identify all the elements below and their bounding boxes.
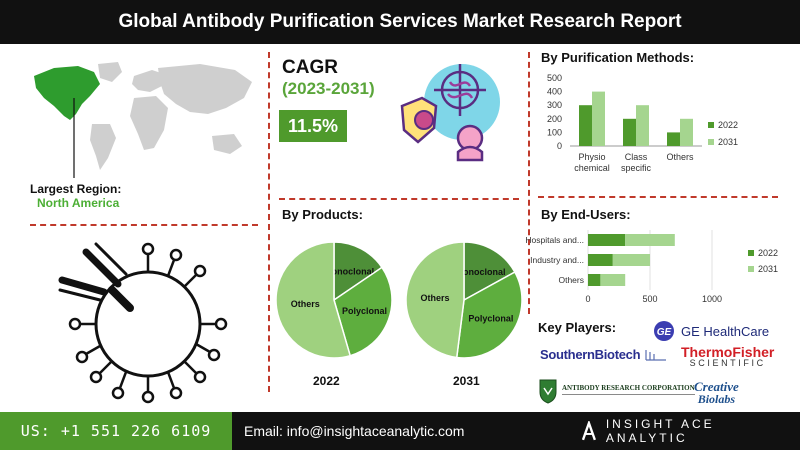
- methods-ytick: 400: [547, 87, 562, 97]
- immune-illustration-icon: [400, 64, 500, 162]
- methods-xtick: Class: [625, 152, 648, 162]
- methods-legend-swatch: [708, 122, 714, 128]
- endusers-xtick: 1000: [702, 294, 722, 304]
- divider-middle: [279, 198, 519, 200]
- footer-email[interactable]: Email: info@insightaceanalytic.com: [232, 412, 570, 450]
- methods-legend-swatch: [708, 139, 714, 145]
- pie-slice: [463, 241, 516, 302]
- endusers-bar: [625, 234, 675, 246]
- endusers-legend-swatch: [748, 250, 754, 256]
- ge-healthcare-logo: GE GE HealthCare: [653, 320, 769, 342]
- methods-bar: [680, 118, 693, 146]
- endusers-bar: [588, 234, 626, 246]
- divider-left-col: [30, 224, 258, 226]
- products-title: By Products:: [282, 207, 363, 222]
- pie-slice: [333, 241, 384, 302]
- a-letter-icon: [582, 421, 596, 441]
- key-players-title: Key Players:: [538, 320, 617, 335]
- divider-right-col: [538, 196, 778, 198]
- endusers-title: By End-Users:: [541, 207, 631, 222]
- pie-slice-label: Monoclonal: [324, 266, 374, 276]
- methods-xtick: specific: [621, 163, 652, 173]
- divider-right: [528, 52, 530, 314]
- methods-bar: [667, 132, 680, 146]
- cagr-value: 11.5%: [279, 110, 347, 142]
- methods-legend-label: 2031: [718, 137, 738, 147]
- methods-legend-label: 2022: [718, 120, 738, 130]
- footer-brand-text: INSIGHT ACE ANALYTIC: [605, 417, 715, 445]
- southernbiotech-mark-icon: [645, 349, 667, 361]
- methods-xtick: chemical: [574, 163, 610, 173]
- pie-slice: [455, 271, 523, 359]
- pie-year-2031: 2031: [453, 374, 480, 388]
- cagr-period: (2023-2031): [282, 79, 375, 98]
- thermofisher-scientific-text: SCIENTIFIC: [689, 358, 766, 368]
- endusers-ytick: Hospitals and...: [526, 235, 584, 245]
- methods-bar: [579, 105, 592, 146]
- methods-title: By Purification Methods:: [541, 50, 695, 65]
- largest-region-label: Largest Region:: [30, 182, 122, 196]
- pie-slice: [405, 241, 465, 359]
- abrc-text: ANTIBODY RESEARCH CORPORATION: [562, 384, 695, 392]
- endusers-bar: [600, 274, 626, 286]
- methods-ytick: 500: [547, 73, 562, 83]
- methods-bar: [636, 105, 649, 146]
- ge-healthcare-text: GE HealthCare: [681, 323, 770, 339]
- endusers-ytick: Others: [558, 275, 584, 285]
- footer-phone[interactable]: US: +1 551 226 6109: [0, 412, 232, 450]
- methods-bar: [623, 118, 636, 146]
- methods-ytick: 200: [547, 114, 562, 124]
- endusers-legend-swatch: [748, 266, 754, 272]
- methods-xtick: Others: [666, 152, 694, 162]
- methods-ytick: 0: [557, 141, 562, 151]
- products-pies: Monoclonal Polyclonal Others Monoclonal Poly…: [275, 241, 523, 359]
- footer: US: +1 551 226 6109 Email: info@insighta…: [0, 412, 800, 450]
- endusers-chart: 0 500 1000 Hospitals and... Industry and... O…: [526, 230, 778, 304]
- endusers-bar: [588, 274, 601, 286]
- pie-slice: [333, 266, 393, 357]
- world-map: [34, 62, 252, 178]
- svg-text:GE: GE: [657, 327, 672, 338]
- pie-slice-label: Others: [291, 299, 320, 309]
- pie-slice-label: Polyclonal: [468, 313, 513, 323]
- methods-ytick: 100: [547, 127, 562, 137]
- thermofisher-logo: ThermoFisher SCIENTIFIC: [681, 345, 774, 368]
- divider-left: [268, 52, 270, 392]
- endusers-bar: [588, 254, 613, 266]
- creative-biolabs-text-bottom: Biolabs: [697, 392, 736, 406]
- virus-antibody-icon: [58, 242, 228, 404]
- endusers-legend-label: 2022: [758, 248, 778, 258]
- endusers-legend-label: 2031: [758, 264, 778, 274]
- cagr-title: CAGR: [282, 57, 338, 78]
- methods-bar: [592, 91, 605, 146]
- report-title: Global Antibody Purification Services Ma…: [0, 0, 800, 44]
- footer-brand: INSIGHT ACE ANALYTIC: [570, 412, 800, 450]
- endusers-xtick: 500: [642, 294, 657, 304]
- pie-slice-label: Others: [421, 293, 450, 303]
- pie-year-2022: 2022: [313, 374, 340, 388]
- southernbiotech-text: SouthernBiotech: [540, 347, 641, 362]
- endusers-ytick: Industry and...: [530, 255, 584, 265]
- north-america-highlight: [34, 66, 100, 120]
- methods-xtick: Physio: [578, 152, 605, 162]
- southernbiotech-logo: SouthernBiotech: [540, 347, 668, 362]
- antibody-research-corp-logo: ANTIBODY RESEARCH CORPORATION: [538, 378, 695, 404]
- endusers-xtick: 0: [585, 294, 590, 304]
- thermofisher-text: ThermoFisher: [681, 344, 775, 360]
- abrc-underline: [562, 394, 695, 397]
- ge-monogram-icon: GE: [654, 321, 674, 341]
- methods-ytick: 300: [547, 100, 562, 110]
- creative-biolabs-text-top: Creative: [694, 379, 739, 394]
- pie-slice: [275, 241, 352, 359]
- endusers-bar: [612, 254, 650, 266]
- shield-icon: [539, 379, 557, 404]
- largest-region-value: North America: [37, 196, 120, 210]
- pie-slice-label: Polyclonal: [342, 306, 387, 316]
- creative-biolabs-logo: Creative Biolabs: [694, 380, 739, 405]
- pie-slice-label: Monoclonal: [456, 267, 506, 277]
